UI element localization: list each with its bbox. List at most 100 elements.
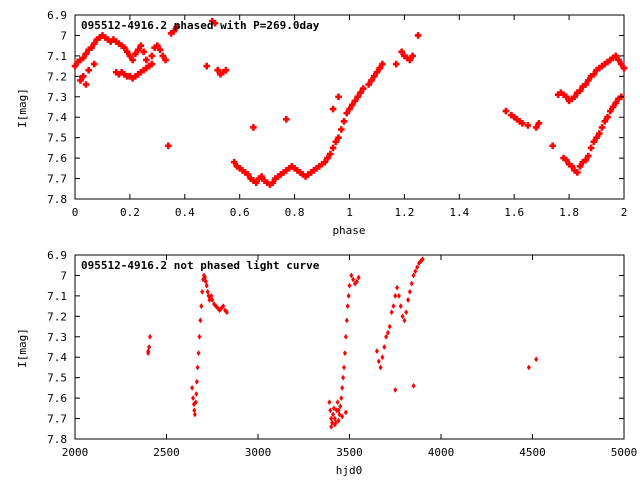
phased-y-tick-label: 7.1 — [47, 50, 67, 63]
phased-data-point — [414, 32, 422, 39]
unphased-y-axis: 6.9 7 7.1 7.2 7.3 7.4 7.5 7.6 7.7 7.8 — [47, 249, 624, 446]
phased-y-tick-label: 7.4 — [47, 111, 67, 124]
phased-data-point — [587, 144, 595, 152]
unphased-y-tick-label: 7.8 — [47, 433, 67, 446]
phased-data-point — [165, 142, 172, 150]
unphased-data-point — [327, 399, 332, 406]
phased-chart-title: 095512-4916.2 phased with P=269.0day — [81, 19, 320, 32]
unphased-points — [146, 256, 539, 430]
unphased-y-tick-label: 7.4 — [47, 351, 67, 364]
unphased-y-tick-label: 7.2 — [47, 310, 67, 323]
phased-data-point — [162, 56, 169, 64]
unphased-data-point — [378, 364, 383, 371]
unphased-data-point — [215, 305, 220, 312]
phased-data-point — [598, 124, 606, 131]
unphased-data-point — [341, 374, 346, 381]
phased-data-point — [90, 40, 98, 47]
unphased-data-point — [204, 282, 209, 289]
unphased-data-point — [420, 256, 425, 263]
phased-y-axis-label: I[mag] — [16, 88, 29, 128]
phased-data-point — [335, 93, 342, 101]
phased-data-point — [88, 44, 95, 52]
unphased-data-point — [343, 409, 348, 416]
unphased-y-tick-label: 7.3 — [47, 331, 67, 344]
phased-data-point — [368, 77, 375, 84]
unphased-data-point — [340, 413, 345, 420]
phased-data-point — [90, 60, 98, 68]
unphased-data-point — [196, 350, 201, 357]
phased-y-axis: 6.9 7 7.1 7.2 7.3 7.4 7.5 7.6 7.7 7.8 — [47, 9, 624, 206]
unphased-data-point — [415, 264, 420, 271]
phased-y-tick-label: 7.5 — [47, 132, 67, 145]
phased-data-point — [82, 50, 90, 58]
unphased-data-point — [147, 333, 153, 340]
phased-data-point — [82, 81, 90, 88]
phased-y-tick-label: 7.2 — [47, 70, 67, 83]
unphased-data-point — [343, 333, 348, 340]
unphased-data-point — [413, 268, 418, 275]
phased-data-point — [357, 89, 364, 96]
unphased-x-axis: 2000 2500 3000 3500 4000 4500 5000 — [62, 255, 637, 459]
phased-data-point — [574, 169, 581, 176]
phased-data-point — [137, 42, 145, 49]
unphased-x-tick-label: 3000 — [245, 446, 272, 459]
phased-data-point — [252, 179, 260, 186]
phased-data-point — [343, 109, 351, 117]
unphased-data-point — [396, 292, 401, 299]
phased-x-tick-label: 0.8 — [285, 206, 305, 219]
unphased-y-tick-label: 7.5 — [47, 372, 67, 385]
unphased-data-point — [339, 395, 344, 402]
unphased-data-point — [402, 317, 407, 324]
phased-x-tick-label: 1 — [346, 206, 353, 219]
phased-x-tick-label: 0 — [72, 206, 79, 219]
phased-data-point — [549, 142, 556, 150]
phased-data-point — [77, 77, 84, 84]
unphased-data-point — [409, 280, 414, 287]
unphased-data-point — [534, 356, 539, 363]
phased-data-point — [601, 118, 609, 125]
unphased-data-point — [344, 317, 349, 324]
unphased-data-point — [406, 297, 411, 303]
unphased-y-axis-label: I[mag] — [16, 328, 29, 368]
unphased-x-tick-label: 4000 — [428, 446, 455, 459]
unphased-data-point — [210, 297, 215, 303]
unphased-data-point — [384, 333, 389, 340]
phased-data-point — [173, 23, 180, 31]
phased-data-point — [376, 64, 383, 72]
phased-data-point — [354, 93, 362, 101]
phased-data-point — [392, 60, 400, 68]
phased-data-point — [348, 101, 356, 109]
unphased-data-point — [338, 403, 343, 410]
unphased-y-tick-label: 7.7 — [47, 413, 67, 426]
phased-data-point — [532, 124, 540, 131]
unphased-data-point — [190, 384, 195, 391]
unphased-data-point — [194, 378, 199, 385]
phased-y-tick-label: 7 — [60, 29, 67, 42]
phased-data-point — [351, 97, 359, 105]
phased-data-point — [129, 56, 136, 64]
phased-data-point — [571, 93, 578, 101]
unphased-data-point — [337, 411, 342, 418]
phased-data-point — [612, 99, 620, 107]
unphased-data-point — [197, 333, 202, 340]
unphased-y-tick-label: 7.6 — [47, 392, 67, 405]
phased-data-point — [620, 64, 628, 72]
phased-data-point — [148, 52, 156, 60]
unphased-data-point — [190, 395, 196, 402]
unphased-data-point — [347, 282, 352, 289]
unphased-data-point — [328, 407, 333, 414]
phased-data-point — [321, 158, 329, 166]
unphased-x-tick-label: 2000 — [62, 446, 89, 459]
unphased-data-point — [349, 272, 354, 279]
unphased-data-point — [380, 354, 385, 361]
phased-data-point — [79, 73, 87, 80]
unphased-x-axis-label: hjd0 — [336, 464, 363, 477]
unphased-data-point — [376, 358, 381, 365]
phased-x-axis-label: phase — [332, 224, 365, 237]
unphased-data-point — [374, 348, 379, 355]
unphased-chart-title: 095512-4916.2 not phased light curve — [81, 259, 320, 272]
unphased-x-tick-label: 3500 — [336, 446, 363, 459]
phased-data-point — [283, 115, 290, 123]
